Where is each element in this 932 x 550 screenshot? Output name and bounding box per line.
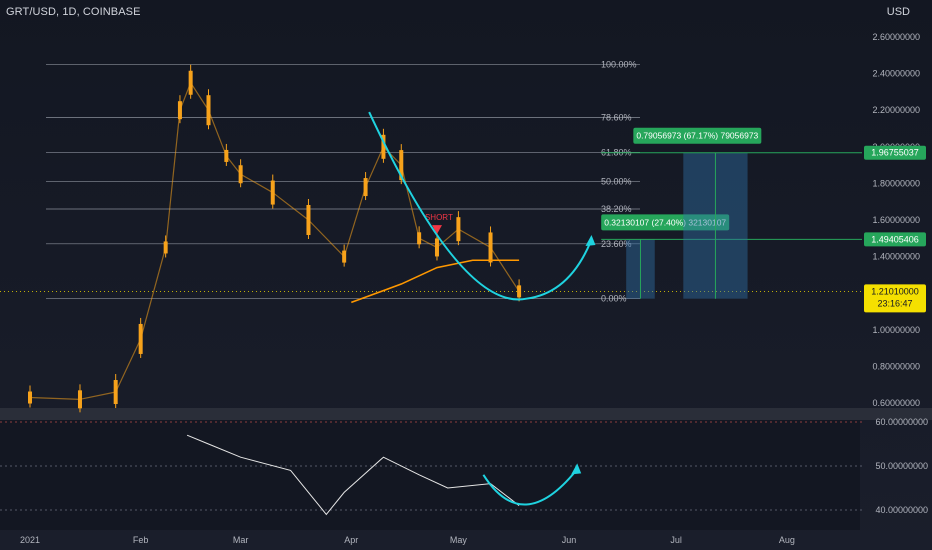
short-signal-label: SHORT xyxy=(425,213,453,222)
price-tick-label: 1.80000000 xyxy=(872,178,920,188)
target-price-badge[interactable] xyxy=(864,145,926,160)
price-path-segment xyxy=(458,228,491,248)
price-path-segment xyxy=(115,338,142,393)
price-path-segment xyxy=(418,237,438,248)
price-path-segment xyxy=(140,247,167,340)
indicator-tick-label: 60.00000000 xyxy=(875,417,928,427)
fib-level-label: 38.20% xyxy=(601,204,632,214)
price-path-segment xyxy=(343,186,367,257)
target-label-box[interactable] xyxy=(633,127,762,144)
cup-projection-arrow xyxy=(368,111,592,301)
time-axis-label: May xyxy=(450,535,468,545)
target-label-box[interactable] xyxy=(601,214,730,231)
fib-level-label: 23.60% xyxy=(601,239,632,249)
target-price-label: 1.96755037 xyxy=(871,148,919,158)
price-path-segment xyxy=(165,110,181,248)
symbol-title[interactable]: GRT/USD, 1D, COINBASE xyxy=(6,6,141,18)
price-path-segment xyxy=(400,164,420,239)
candle-body xyxy=(434,238,439,257)
fib-level-label: 78.60% xyxy=(601,113,632,123)
price-tick-label: 2.40000000 xyxy=(872,69,920,79)
price-path-segment xyxy=(240,173,274,194)
price-path-segment xyxy=(272,192,309,221)
time-axis-label: Mar xyxy=(233,535,249,545)
indicator-tick-label: 40.00000000 xyxy=(875,505,928,515)
time-axis-label: Feb xyxy=(133,535,149,545)
fib-level-label: 0.00% xyxy=(601,294,627,304)
price-path-segment xyxy=(225,155,242,175)
fib-level-label: 50.00% xyxy=(601,177,632,187)
current-price-label: 1.21010000 xyxy=(871,286,919,296)
price-path-segment xyxy=(190,82,210,111)
target-price-label: 1.49405406 xyxy=(871,234,919,244)
bar-countdown: 23:16:47 xyxy=(877,298,912,308)
candle-body xyxy=(517,285,522,298)
pane-separator[interactable] xyxy=(0,408,932,420)
arrow-head-icon xyxy=(585,234,596,246)
currency-label: USD xyxy=(886,6,910,18)
time-axis-label: 2021 xyxy=(20,535,40,545)
fib-level-label: 100.00% xyxy=(601,59,637,69)
price-tick-label: 1.60000000 xyxy=(872,215,920,225)
price-path-segment xyxy=(365,146,384,188)
time-axis-label: Apr xyxy=(344,535,358,545)
price-tick-label: 2.60000000 xyxy=(872,32,920,42)
ema-line xyxy=(351,259,520,304)
time-axis-label: Jul xyxy=(670,535,682,545)
price-tick-label: 1.40000000 xyxy=(872,252,920,262)
price-tick-label: 1.00000000 xyxy=(872,325,920,335)
time-axis-label: Aug xyxy=(779,535,795,545)
indicator-arrow-head-icon xyxy=(571,463,582,475)
price-tick-label: 2.20000000 xyxy=(872,105,920,115)
price-path-segment xyxy=(79,391,116,400)
price-path-segment xyxy=(207,109,227,157)
current-price-badge[interactable] xyxy=(864,284,926,313)
price-path-segment xyxy=(308,219,345,258)
short-signal-icon xyxy=(431,225,442,235)
target-label: 0.79056973 (67.17%) 79056973 xyxy=(636,131,758,141)
target-label: 0.32130107 (27.40%) 32130107 xyxy=(604,217,726,227)
price-tick-label: 0.80000000 xyxy=(872,361,920,371)
price-path-segment xyxy=(436,228,459,248)
indicator-line xyxy=(186,434,520,516)
price-tick-label: 0.60000000 xyxy=(872,398,920,408)
indicator-pane[interactable] xyxy=(0,420,860,530)
target-price-badge[interactable] xyxy=(864,232,926,247)
price-path-segment xyxy=(490,247,520,292)
time-axis-label: Jun xyxy=(562,535,577,545)
indicator-arrow xyxy=(482,469,577,506)
price-path-segment xyxy=(29,396,81,400)
indicator-tick-label: 50.00000000 xyxy=(875,461,928,471)
